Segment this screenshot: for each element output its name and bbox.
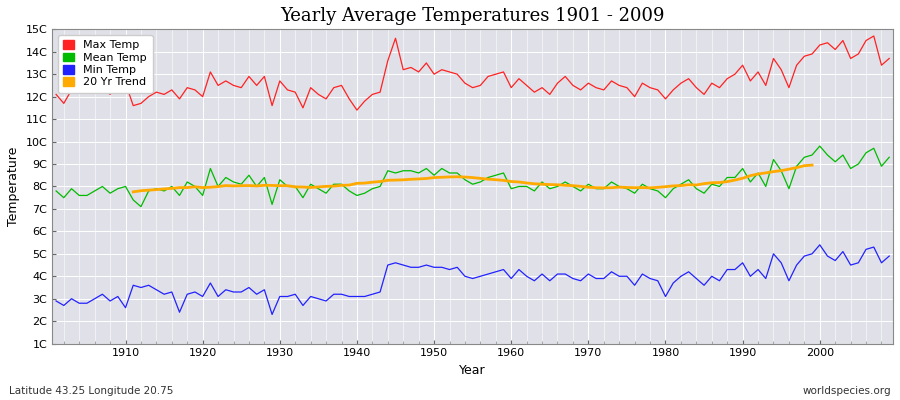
- Min Temp: [884, 254, 895, 258]
- Text: Latitude 43.25 Longitude 20.75: Latitude 43.25 Longitude 20.75: [9, 386, 174, 396]
- Max Temp: [112, 83, 123, 88]
- Max Temp: [282, 88, 292, 92]
- Title: Yearly Average Temperatures 1901 - 2009: Yearly Average Temperatures 1901 - 2009: [281, 7, 665, 25]
- Min Temp: [506, 276, 517, 281]
- Min Temp: [266, 312, 277, 317]
- Mean Temp: [136, 204, 147, 209]
- Min Temp: [290, 292, 301, 297]
- X-axis label: Year: Year: [459, 364, 486, 377]
- Max Temp: [506, 85, 517, 90]
- Line: Mean Temp: Mean Temp: [56, 146, 889, 207]
- 20 Yr Trend: [806, 163, 817, 168]
- Y-axis label: Temperature: Temperature: [7, 147, 20, 226]
- Mean Temp: [50, 188, 61, 193]
- Max Temp: [328, 85, 339, 90]
- Mean Temp: [884, 155, 895, 160]
- 20 Yr Trend: [212, 184, 223, 189]
- Line: Max Temp: Max Temp: [56, 36, 889, 110]
- 20 Yr Trend: [475, 176, 486, 181]
- 20 Yr Trend: [197, 185, 208, 190]
- Mean Temp: [606, 180, 616, 184]
- 20 Yr Trend: [390, 178, 400, 182]
- Max Temp: [884, 56, 895, 61]
- 20 Yr Trend: [730, 178, 741, 182]
- Mean Temp: [290, 184, 301, 189]
- Legend: Max Temp, Mean Temp, Min Temp, 20 Yr Trend: Max Temp, Mean Temp, Min Temp, 20 Yr Tre…: [58, 35, 152, 93]
- Max Temp: [606, 78, 616, 83]
- Mean Temp: [336, 182, 346, 187]
- Mean Temp: [514, 184, 525, 189]
- 20 Yr Trend: [128, 190, 139, 194]
- Mean Temp: [814, 144, 825, 148]
- Max Temp: [50, 92, 61, 97]
- Min Temp: [606, 269, 616, 274]
- Line: Min Temp: Min Temp: [56, 245, 889, 314]
- Min Temp: [50, 298, 61, 303]
- Min Temp: [514, 267, 525, 272]
- Min Temp: [336, 292, 346, 297]
- Max Temp: [514, 76, 525, 81]
- Min Temp: [814, 242, 825, 247]
- Text: worldspecies.org: worldspecies.org: [803, 386, 891, 396]
- Min Temp: [112, 294, 123, 299]
- 20 Yr Trend: [266, 183, 277, 188]
- Max Temp: [868, 34, 879, 38]
- Mean Temp: [506, 186, 517, 191]
- Mean Temp: [112, 186, 123, 191]
- Line: 20 Yr Trend: 20 Yr Trend: [133, 165, 812, 192]
- Max Temp: [352, 108, 363, 112]
